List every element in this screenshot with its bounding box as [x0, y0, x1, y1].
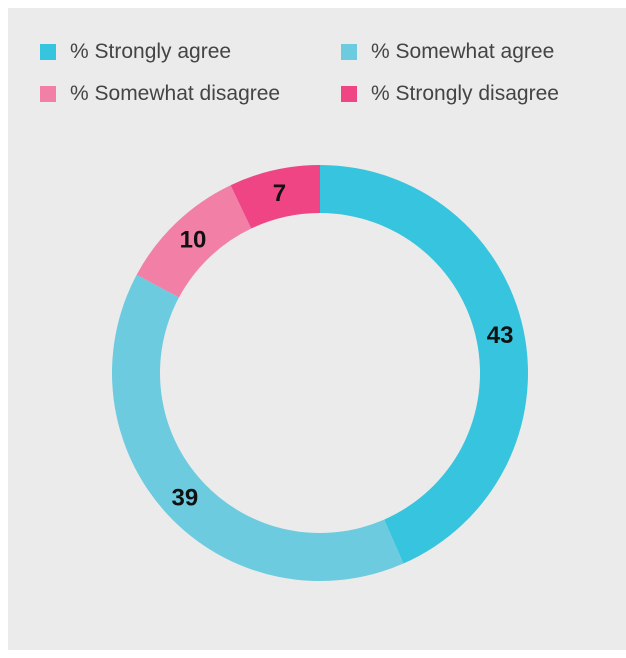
legend-item-somewhat-agree: % Somewhat agree [341, 40, 554, 64]
legend-swatch-strongly-agree [40, 44, 56, 60]
legend-label-strongly-disagree: % Strongly disagree [371, 82, 559, 105]
donut-slice-strongly-disagree [230, 165, 320, 229]
data-label-somewhat-disagree: 10 [180, 226, 207, 253]
chart-panel: % Strongly agree % Somewhat agree % Some… [8, 8, 626, 650]
data-label-strongly-agree: 43 [487, 322, 514, 349]
legend-label-strongly-agree: % Strongly agree [70, 40, 232, 63]
legend-item-somewhat-disagree: % Somewhat disagree [40, 82, 280, 106]
data-label-somewhat-agree: 39 [171, 484, 198, 511]
legend-item-strongly-disagree: % Strongly disagree [341, 82, 559, 106]
donut-slice-somewhat-agree [112, 274, 404, 581]
legend-label-somewhat-agree: % Somewhat agree [371, 40, 555, 63]
legend-swatch-strongly-disagree [341, 86, 357, 102]
legend-label-somewhat-disagree: % Somewhat disagree [70, 82, 281, 105]
legend-swatch-somewhat-agree [341, 44, 357, 60]
donut-chart: 43 39 10 7 [112, 165, 528, 581]
donut-slice-somewhat-disagree [136, 185, 252, 298]
data-label-strongly-disagree: 7 [273, 180, 286, 207]
donut-slice-strongly-agree [320, 165, 528, 564]
legend-swatch-somewhat-disagree [40, 86, 56, 102]
legend-item-strongly-agree: % Strongly agree [40, 40, 231, 64]
